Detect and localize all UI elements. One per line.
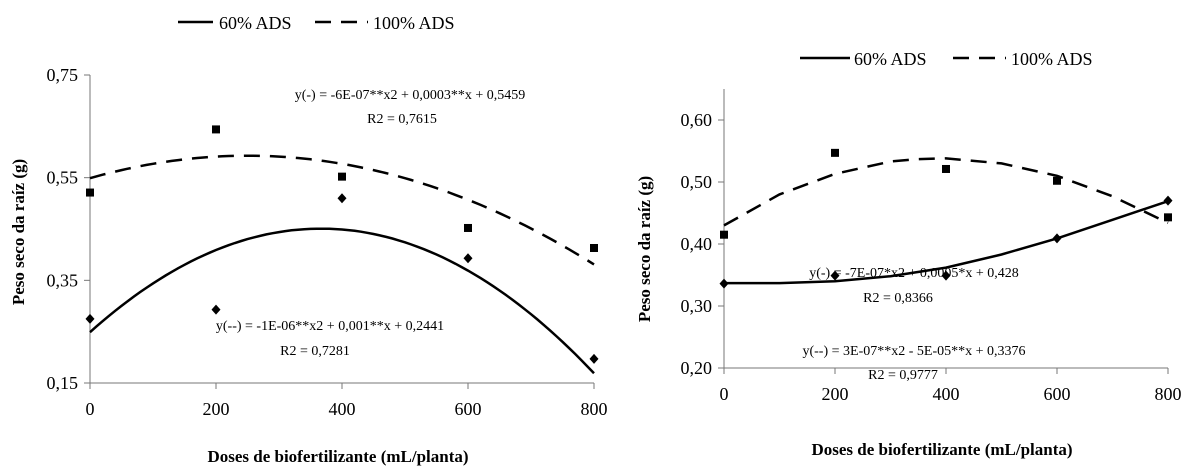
chart-right: 60% ADS 100% ADS Peso seco da raíz (g) D…: [635, 49, 1182, 459]
axes-right: [723, 89, 1168, 369]
data-point-100: [590, 243, 598, 252]
legend-label-100: 100% ADS: [373, 13, 455, 33]
data-point-60: [589, 353, 599, 364]
y-axis-title: Peso seco da raíz (g): [635, 176, 654, 322]
equation-text: y(--) = -1E-06**x2 + 0,001**x + 0,2441: [216, 319, 444, 334]
data-point-100: [464, 223, 472, 232]
data-point-60: [719, 278, 729, 289]
legend-right: 60% ADS 100% ADS: [800, 49, 1093, 69]
data-point-100: [1053, 176, 1061, 185]
data-point-100: [86, 188, 94, 197]
x-tick-label: 800: [1155, 384, 1182, 404]
chart-left: 60% ADS 100% ADS Peso seco da raíz (g) D…: [9, 13, 608, 466]
x-tick-label: 200: [822, 384, 849, 404]
annotation-lower-right: y(--) = 3E-07**x2 - 5E-05**x + 0,3376 R2…: [802, 344, 1025, 383]
data-point-100: [720, 230, 728, 239]
data-point-100: [212, 125, 220, 134]
x-tick-label: 200: [203, 399, 230, 419]
legend-label-100: 100% ADS: [1011, 49, 1093, 69]
ticks-left: 0,15 0,35 0,55 0,75 0 200 400 600 800: [47, 65, 608, 419]
data-point-100: [338, 172, 346, 181]
x-tick-label: 400: [329, 399, 356, 419]
points-left: [85, 125, 599, 364]
x-tick-label: 800: [581, 399, 608, 419]
data-point-60: [1163, 195, 1173, 206]
y-tick-label: 0,40: [681, 234, 713, 254]
fit-line-60: [724, 200, 1169, 285]
points-right: [719, 148, 1173, 289]
y-tick-label: 0,15: [47, 373, 79, 393]
x-axis-title: Doses de biofertilizante (mL/planta): [207, 447, 468, 466]
fit-line-100: [723, 157, 1169, 227]
curves-left: [89, 154, 595, 375]
x-tick-label: 600: [1044, 384, 1071, 404]
x-tick-label: 600: [455, 399, 482, 419]
x-axis-title: Doses de biofertilizante (mL/planta): [811, 440, 1072, 459]
legend-left: 60% ADS 100% ADS: [178, 13, 455, 33]
data-point-100: [831, 148, 839, 157]
x-tick-label: 0: [720, 384, 729, 404]
equation-text: y(-) = -7E-07*x2 + 0,0005*x + 0,428: [809, 266, 1019, 281]
data-point-100: [1164, 213, 1172, 222]
annotation-upper-right: y(-) = -7E-07*x2 + 0,0005*x + 0,428 R2 =…: [809, 266, 1019, 306]
data-point-60: [1052, 233, 1062, 244]
r2-text: R2 = 0,9777: [868, 368, 938, 383]
y-tick-label: 0,60: [681, 110, 713, 130]
data-point-60: [85, 313, 95, 324]
ticks-right: 0,20 0,30 0,40 0,50 0,60 0 200 400 600 800: [681, 110, 1182, 404]
y-tick-label: 0,30: [681, 296, 713, 316]
fit-line-60: [89, 227, 595, 375]
y-tick-label: 0,20: [681, 358, 713, 378]
annotation-upper-left: y(-) = -6E-07**x2 + 0,0003**x + 0,5459 R…: [295, 88, 526, 127]
y-tick-label: 0,75: [47, 65, 79, 85]
equation-text: y(-) = -6E-07**x2 + 0,0003**x + 0,5459: [295, 88, 526, 103]
y-tick-label: 0,55: [47, 168, 79, 188]
fit-line-100: [89, 154, 595, 266]
x-tick-label: 0: [86, 399, 95, 419]
y-axis-title: Peso seco da raíz (g): [9, 159, 28, 305]
data-point-100: [942, 164, 950, 173]
x-tick-label: 400: [933, 384, 960, 404]
y-tick-label: 0,35: [47, 270, 79, 290]
y-tick-label: 0,50: [681, 172, 713, 192]
data-point-60: [463, 253, 473, 264]
data-point-60: [211, 304, 221, 315]
r2-text: R2 = 0,7615: [367, 112, 437, 127]
r2-text: R2 = 0,7281: [280, 344, 350, 359]
equation-text: y(--) = 3E-07**x2 - 5E-05**x + 0,3376: [802, 344, 1025, 359]
legend-label-60: 60% ADS: [854, 49, 927, 69]
r2-text: R2 = 0,8366: [863, 291, 933, 306]
data-point-60: [830, 270, 840, 281]
data-point-60: [337, 193, 347, 204]
legend-label-60: 60% ADS: [219, 13, 292, 33]
data-point-60: [941, 270, 951, 281]
annotation-lower-left: y(--) = -1E-06**x2 + 0,001**x + 0,2441 R…: [216, 319, 444, 359]
curves-right: [723, 157, 1169, 285]
